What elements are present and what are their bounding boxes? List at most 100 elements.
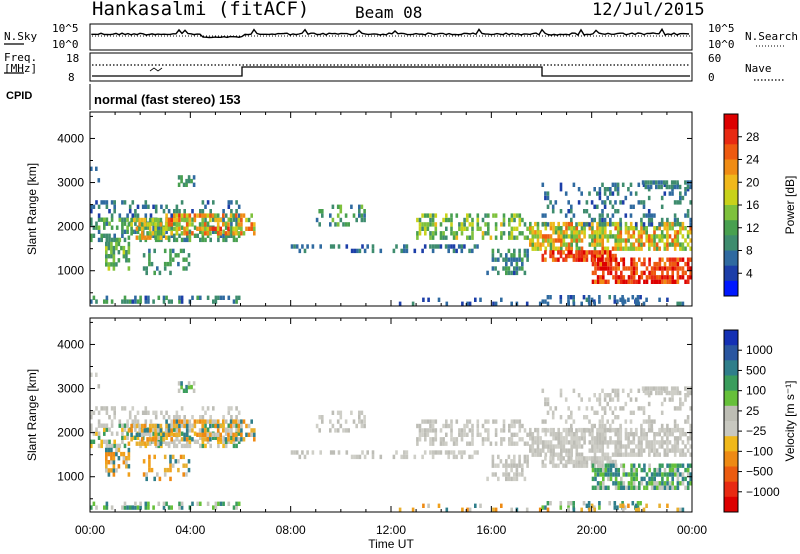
velocity-cell (209, 415, 212, 420)
power-cell (127, 266, 131, 271)
velocity-cell (570, 432, 573, 437)
power-cell (110, 262, 113, 267)
velocity-cell (201, 443, 205, 449)
power-cell (162, 295, 166, 300)
power-cell (515, 257, 519, 262)
power-cell (235, 217, 238, 222)
velocity-cell (676, 427, 680, 433)
power-cell (637, 182, 641, 187)
velocity-cell (157, 435, 161, 440)
velocity-cell (203, 428, 207, 433)
velocity-cell (549, 432, 553, 437)
power-cell (596, 226, 599, 231)
velocity-cell (191, 501, 194, 506)
velocity-cell (224, 437, 228, 442)
power-cell (635, 270, 638, 276)
velocity-cell (663, 440, 667, 445)
power-cell (598, 226, 602, 231)
power-cell (117, 258, 121, 263)
power-cell (204, 204, 207, 209)
power-cell (656, 279, 659, 284)
velocity-cell (110, 505, 114, 510)
velocity-cell (671, 397, 674, 402)
noise-left-tick-bottom: 10^0 (52, 38, 79, 51)
velocity-cell (598, 459, 602, 465)
power-cell (570, 238, 573, 243)
power-cell (666, 230, 669, 235)
power-cell (534, 221, 537, 227)
velocity-cell (647, 393, 651, 398)
velocity-cell (329, 450, 333, 455)
velocity-cell (632, 448, 636, 453)
power-cell (371, 248, 375, 254)
velocity-cell (235, 443, 238, 449)
power-cell (614, 275, 618, 280)
power-cell (484, 213, 487, 218)
velocity-cell (232, 432, 235, 437)
velocity-cell (642, 410, 646, 415)
power-cell (510, 301, 513, 306)
velocity-cell (622, 485, 626, 490)
power-cell (183, 237, 186, 243)
power-cell (666, 266, 669, 271)
colorbar-tick-label: 20 (746, 175, 760, 189)
power-cell (591, 270, 595, 276)
velocity-cell (655, 386, 658, 391)
power-cell (139, 299, 142, 304)
velocity-cell (191, 423, 194, 428)
velocity-cell (598, 501, 601, 506)
power-cell (668, 257, 672, 262)
velocity-cell (169, 459, 172, 464)
power-cell (171, 248, 175, 254)
velocity-cell (150, 467, 154, 473)
velocity-cell (434, 419, 438, 424)
power-cell (162, 226, 165, 231)
velocity-cell (601, 463, 604, 468)
power-cell (655, 184, 658, 190)
power-cell (582, 295, 586, 300)
velocity-cell (123, 423, 127, 428)
velocity-cell (147, 505, 150, 510)
velocity-cell (507, 472, 511, 477)
velocity-cell (655, 452, 659, 457)
power-cell (673, 238, 677, 243)
noise-panel (4, 23, 786, 51)
power-cell (606, 246, 610, 251)
power-cell (565, 230, 568, 235)
power-cell (588, 301, 591, 306)
velocity-cell (622, 452, 625, 457)
velocity-cell (538, 507, 542, 512)
velocity-cell (136, 505, 140, 510)
power-cell (130, 231, 133, 236)
power-cell (214, 226, 217, 231)
velocity-cell (510, 476, 513, 482)
velocity-cell (529, 427, 532, 433)
power-cell (126, 213, 129, 218)
power-cell (619, 200, 622, 205)
velocity-cell (458, 428, 461, 433)
power-cell (163, 248, 167, 254)
power-cell (167, 299, 171, 304)
velocity-cell (534, 436, 537, 441)
power-cell (653, 213, 656, 218)
velocity-cell (541, 388, 545, 393)
power-cell (145, 270, 148, 276)
power-cell (154, 226, 157, 231)
power-cell (240, 217, 243, 223)
power-cell (596, 204, 599, 209)
power-cell (445, 217, 448, 223)
velocity-cell (180, 443, 184, 449)
velocity-cell (416, 423, 419, 429)
power-cell (180, 237, 184, 243)
power-cell (113, 200, 116, 205)
power-cell (421, 226, 424, 231)
velocity-cell (541, 463, 545, 468)
power-cell (601, 238, 604, 243)
power-cell (107, 262, 111, 267)
power-cell (492, 301, 495, 306)
power-cell (630, 257, 633, 262)
velocity-cell (638, 481, 641, 486)
velocity-cell (640, 476, 644, 482)
power-cell (546, 204, 550, 209)
